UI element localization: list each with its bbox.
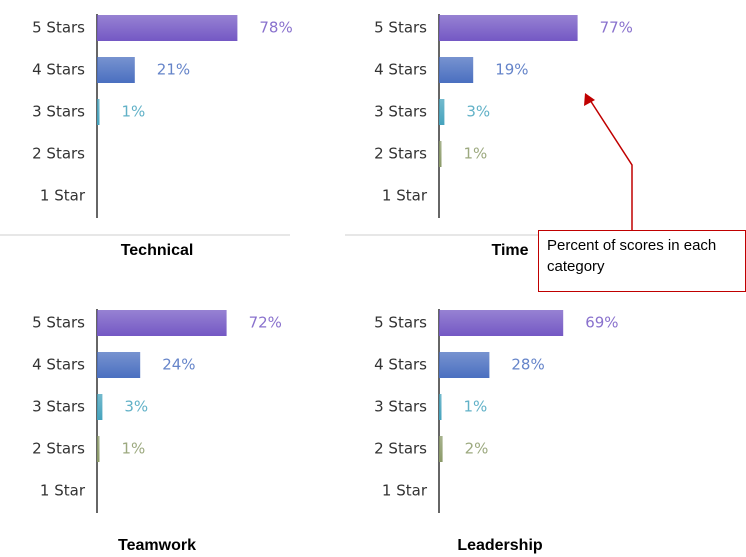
- bar: [439, 310, 564, 336]
- value-label: 21%: [157, 61, 190, 79]
- category-label: 5 Stars: [374, 314, 427, 332]
- category-label: 3 Stars: [374, 103, 427, 121]
- category-label: 4 Stars: [32, 356, 85, 374]
- bar: [97, 352, 141, 378]
- bar: [439, 15, 578, 41]
- value-label: 3%: [466, 103, 490, 121]
- bar: [97, 57, 135, 83]
- category-label: 4 Stars: [374, 356, 427, 374]
- category-label: 2 Stars: [374, 145, 427, 163]
- value-label: 72%: [249, 314, 282, 332]
- value-label: 1%: [464, 145, 488, 163]
- category-label: 4 Stars: [374, 61, 427, 79]
- bar: [439, 436, 443, 462]
- chart-title: Leadership: [457, 537, 543, 554]
- value-label: 1%: [464, 398, 488, 416]
- value-label: 3%: [124, 398, 148, 416]
- annotation: Percent of scores in each category: [538, 230, 746, 292]
- arrow: [589, 99, 633, 230]
- value-label: 19%: [495, 61, 528, 79]
- category-label: 5 Stars: [374, 19, 427, 37]
- value-label: 1%: [122, 103, 146, 121]
- bar: [439, 394, 442, 420]
- category-label: 1 Star: [382, 187, 428, 205]
- value-label: 1%: [122, 440, 146, 458]
- chart-title: Teamwork: [118, 537, 196, 554]
- value-label: 77%: [600, 19, 633, 37]
- category-label: 4 Stars: [32, 61, 85, 79]
- category-label: 3 Stars: [374, 398, 427, 416]
- category-label: 1 Star: [40, 482, 86, 500]
- bar: [439, 57, 474, 83]
- category-label: 2 Stars: [32, 440, 85, 458]
- category-label: 1 Star: [382, 482, 428, 500]
- category-label: 1 Star: [40, 187, 86, 205]
- bar: [97, 15, 238, 41]
- value-label: 2%: [465, 440, 489, 458]
- arrow-head: [584, 93, 595, 106]
- category-label: 5 Stars: [32, 314, 85, 332]
- bar: [439, 352, 490, 378]
- bar: [439, 141, 442, 167]
- value-label: 24%: [162, 356, 195, 374]
- bar: [97, 394, 103, 420]
- bar: [97, 99, 100, 125]
- chart-title: Technical: [121, 242, 194, 259]
- value-label: 28%: [511, 356, 544, 374]
- category-label: 3 Stars: [32, 103, 85, 121]
- category-label: 2 Stars: [374, 440, 427, 458]
- category-label: 3 Stars: [32, 398, 85, 416]
- category-label: 5 Stars: [32, 19, 85, 37]
- category-label: 2 Stars: [32, 145, 85, 163]
- bar: [439, 99, 445, 125]
- value-label: 69%: [585, 314, 618, 332]
- chart-title: Time: [491, 242, 528, 259]
- value-label: 78%: [259, 19, 292, 37]
- bar: [97, 310, 227, 336]
- bar: [97, 436, 100, 462]
